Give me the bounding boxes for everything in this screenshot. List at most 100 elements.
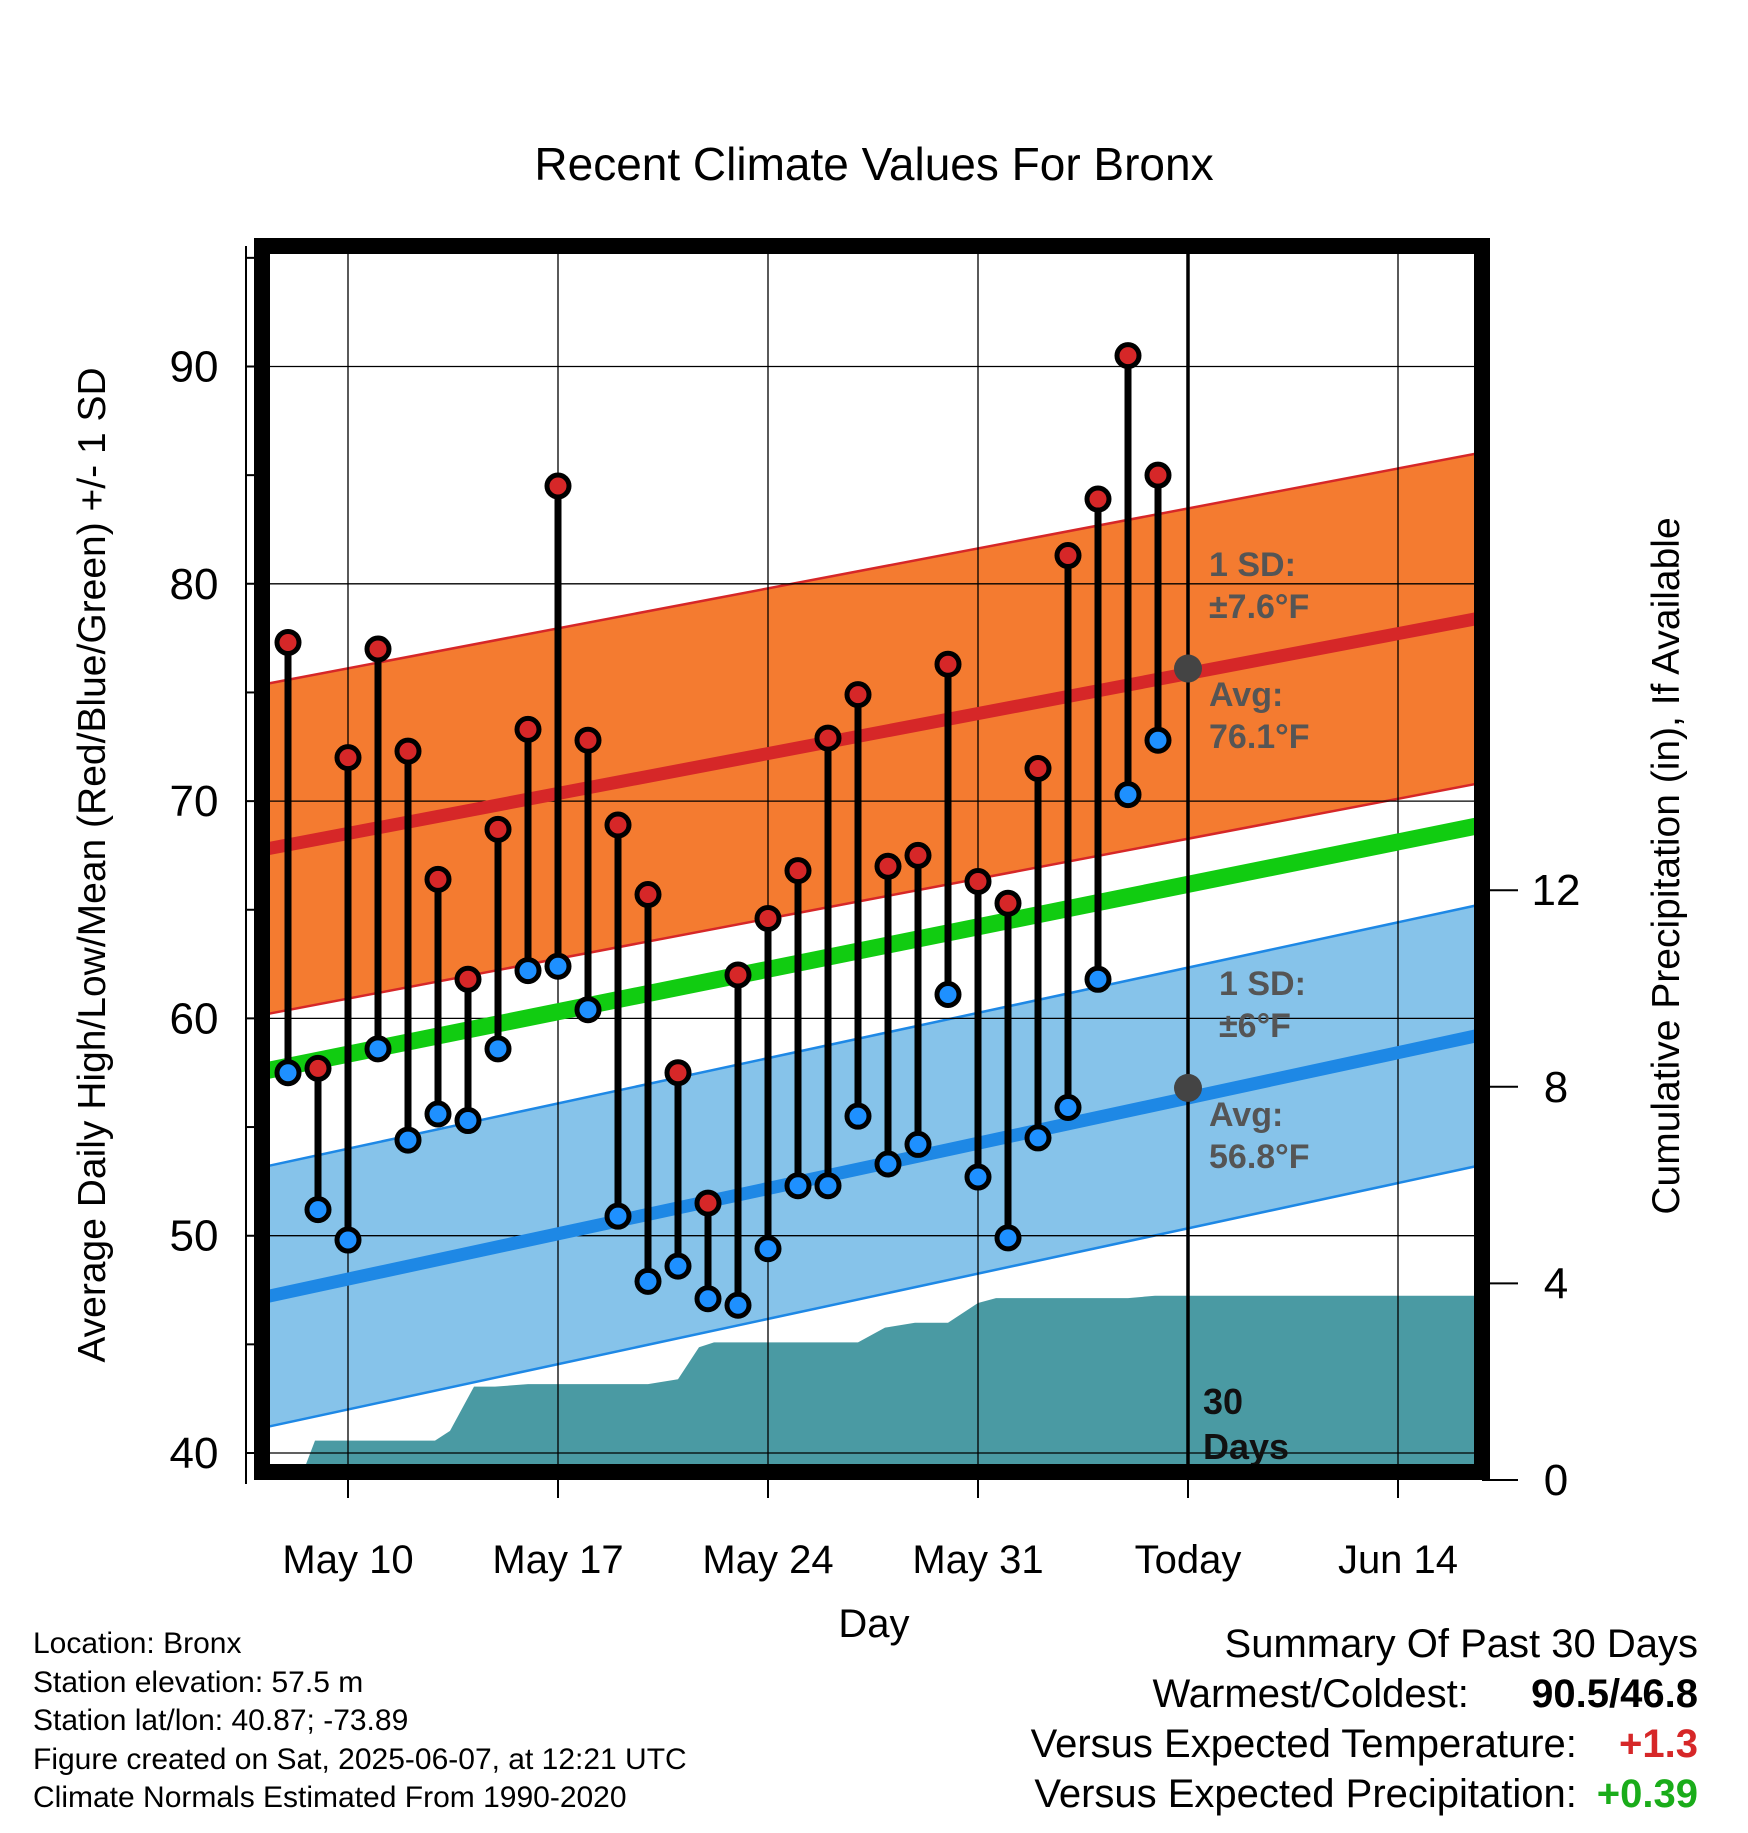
y2-axis-label: Cumulative Precipitation (in), If Availa… — [1645, 517, 1688, 1214]
high-temp-point — [484, 815, 512, 843]
low-temp-point — [934, 980, 962, 1008]
high-temp-point — [634, 881, 662, 909]
high-temp-point — [304, 1054, 332, 1082]
high-temp-point — [874, 852, 902, 880]
low-temp-point — [424, 1100, 452, 1128]
y-tick-label: 90 — [170, 343, 219, 392]
high-temp-point — [274, 628, 302, 656]
x-tick-label: Jun 14 — [1338, 1538, 1458, 1582]
low-temp-point — [1054, 1093, 1082, 1121]
high-temp-point — [1024, 755, 1052, 783]
coldest-value: 46.8 — [1620, 1672, 1698, 1716]
high-temp-point — [574, 726, 602, 754]
precip-anomaly-row: Versus Expected Precipitation: +0.39 — [1031, 1769, 1698, 1819]
normal-high-line — [265, 611, 1482, 856]
high-temp-point — [514, 715, 542, 743]
low-sd-label: 1 SD: — [1219, 965, 1306, 1003]
low-temp-point — [694, 1285, 722, 1313]
normal-high-band-lower-edge — [266, 781, 1482, 1016]
temp-anomaly-value: +1.3 — [1619, 1722, 1698, 1766]
high-temp-point — [784, 857, 812, 885]
precip-anomaly-value: +0.39 — [1596, 1772, 1698, 1816]
low-temp-point — [814, 1172, 842, 1200]
high-temp-point — [994, 889, 1022, 917]
elevation-text: Station elevation: 57.5 m — [33, 1665, 364, 1699]
plot-frame — [254, 238, 1490, 1480]
low-temp-point — [664, 1252, 692, 1280]
temp-anomaly-label: Versus Expected Temperature: — [1030, 1722, 1577, 1766]
x-tick-label: Today — [1135, 1538, 1242, 1582]
high-avg-label: Avg: — [1209, 676, 1283, 714]
low-temp-point — [874, 1150, 902, 1178]
high-temp-point — [1054, 542, 1082, 570]
low-temp-point — [484, 1035, 512, 1063]
y-tick-label: 70 — [170, 777, 219, 826]
high-temp-point — [724, 961, 752, 989]
high-sd-label: 1 SD: — [1209, 546, 1296, 584]
chart-title: Recent Climate Values For Bronx — [534, 138, 1213, 190]
latlon-text: Station lat/lon: 40.87; -73.89 — [33, 1704, 409, 1737]
low-temp-point — [964, 1163, 992, 1191]
low-temp-point — [544, 952, 572, 980]
high-avg-value: 76.1°F — [1209, 718, 1310, 756]
high-temp-point — [664, 1059, 692, 1087]
days-count-text: Days — [1203, 1426, 1289, 1467]
y-tick-label: 40 — [170, 1429, 219, 1478]
y-axis-label: Average Daily High/Low/Mean (Red/Blue/Gr… — [71, 367, 114, 1362]
x-tick-label: May 31 — [912, 1538, 1043, 1582]
high-temp-point — [604, 811, 632, 839]
warmest-value: 90.5 — [1531, 1672, 1610, 1716]
y-tick-label: 60 — [170, 994, 219, 1043]
x-tick-label: May 10 — [282, 1538, 413, 1582]
high-temp-point — [454, 965, 482, 993]
low-temp-point — [604, 1202, 632, 1230]
high-temp-point — [544, 472, 572, 500]
low-sd-value: ±6°F — [1219, 1007, 1291, 1045]
plot-area: 1 SD: ±7.6°F Avg: 76.1°F 1 SD: ±6°F Avg: 56.8°F… — [262, 246, 1482, 1472]
low-temp-point — [1114, 781, 1142, 809]
low-temp-point — [514, 957, 542, 985]
x-axis-label: Day — [838, 1602, 909, 1646]
low-temp-point — [754, 1235, 782, 1263]
low-temp-point — [1144, 726, 1172, 754]
high-temp-point — [1084, 485, 1112, 513]
y-tick-label: 80 — [170, 560, 219, 609]
normals-text: Climate Normals Estimated From 1990-2020 — [33, 1781, 627, 1814]
low-temp-point — [784, 1172, 812, 1200]
low-temp-point — [394, 1126, 422, 1154]
warmest-coldest-row: Warmest/Coldest: 90.5/46.8 — [1152, 1672, 1698, 1716]
high-temp-point — [1114, 342, 1142, 370]
low-temp-point — [994, 1224, 1022, 1252]
high-temp-point — [394, 737, 422, 765]
y-tick-label: 50 — [170, 1212, 219, 1261]
high-temp-point — [844, 681, 872, 709]
low-temp-point — [364, 1035, 392, 1063]
y2-tick-label: 8 — [1544, 1063, 1568, 1112]
summary-panel: Summary Of Past 30 Days Warmest/Coldest:… — [1031, 1619, 1698, 1819]
high-temp-point — [334, 744, 362, 772]
high-temp-point — [364, 635, 392, 663]
low-temp-point — [274, 1059, 302, 1087]
normal-low-band-lower-edge — [266, 1163, 1482, 1429]
station-info: Location: Bronx Station elevation: 57.5 … — [33, 1625, 687, 1818]
low-avg-value: 56.8°F — [1209, 1138, 1310, 1176]
high-sd-value: ±7.6°F — [1209, 588, 1309, 626]
days-count-number: 30 — [1203, 1381, 1243, 1422]
low-temp-point — [904, 1130, 932, 1158]
low-temp-point — [724, 1291, 752, 1319]
y2-tick-label: 4 — [1544, 1259, 1568, 1308]
summary-title: Summary Of Past 30 Days — [1224, 1622, 1698, 1666]
y2-tick-label: 0 — [1544, 1456, 1568, 1505]
high-temp-point — [694, 1189, 722, 1217]
high-temp-point — [934, 650, 962, 678]
normal-low-line — [265, 1027, 1482, 1303]
y2-tick-label: 12 — [1532, 866, 1581, 915]
low-temp-point — [454, 1107, 482, 1135]
high-temp-point — [1144, 461, 1172, 489]
high-temp-point — [904, 841, 932, 869]
low-avg-marker — [1174, 1073, 1202, 1102]
high-avg-marker — [1174, 654, 1202, 683]
low-temp-point — [1084, 965, 1112, 993]
